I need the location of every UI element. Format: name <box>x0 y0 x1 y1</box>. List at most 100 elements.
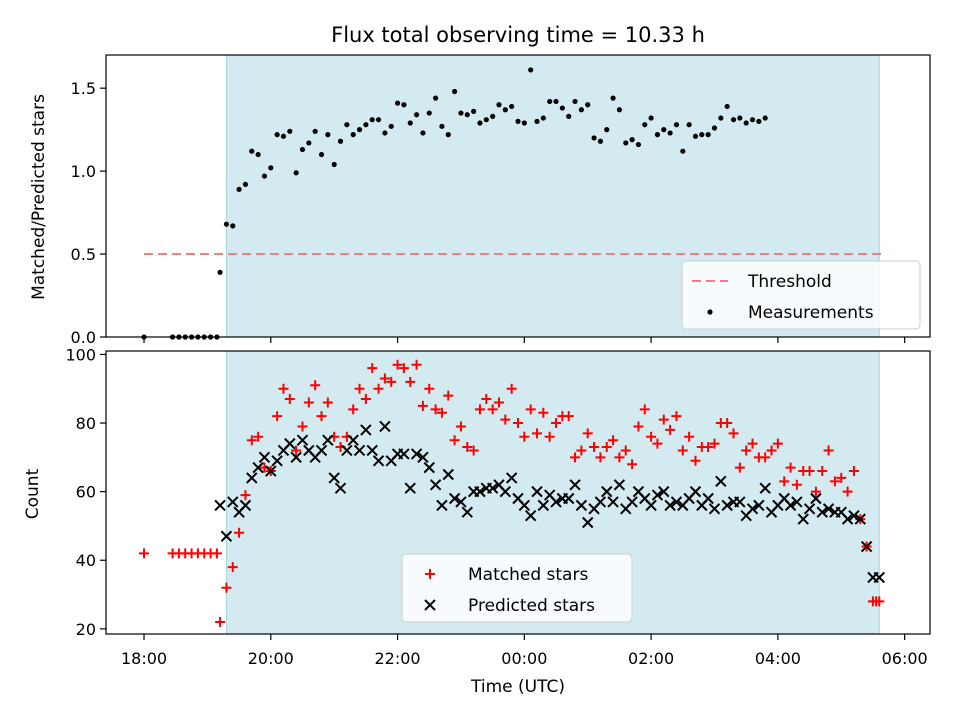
measurement-point <box>578 107 584 113</box>
measurement-point <box>547 98 553 105</box>
predicted-star-point <box>322 434 334 446</box>
measurement-point <box>724 103 730 110</box>
predicted-star-point <box>563 492 575 505</box>
matched-star-point <box>538 407 549 418</box>
matched-star-point <box>411 359 422 370</box>
matched-star-point <box>373 383 384 394</box>
predicted-star-point <box>239 499 252 512</box>
matched-star-point <box>722 418 733 429</box>
predicted-star-point <box>284 437 296 450</box>
predicted-star-point <box>582 516 594 529</box>
predicted-star-point <box>398 448 410 460</box>
measurement-point <box>318 151 325 158</box>
matched-star-point <box>810 486 821 497</box>
measurement-point <box>534 118 540 124</box>
legend-box <box>681 260 921 330</box>
predicted-star-point <box>360 424 372 436</box>
matched-star-point <box>627 459 638 470</box>
matched-star-point <box>424 383 435 394</box>
predicted-star-point <box>334 482 347 494</box>
matched-star-point <box>297 421 308 432</box>
predicted-star-point <box>524 509 537 522</box>
matched-star-point <box>272 411 283 422</box>
predicted-star-point <box>613 479 626 491</box>
predicted-star-point <box>246 472 258 484</box>
predicted-star-point <box>296 434 309 446</box>
predicted-star-point <box>537 499 550 512</box>
matched-star-point <box>519 431 530 442</box>
predicted-star-point <box>753 499 765 512</box>
matched-star-point <box>246 435 257 446</box>
measurement-point <box>711 125 718 131</box>
predicted-star-point <box>486 482 499 494</box>
matched-star-point <box>468 445 479 456</box>
predicted-star-point <box>854 513 866 525</box>
measurement-point <box>274 132 280 138</box>
predicted-star-point <box>651 489 664 501</box>
measurement-point <box>287 128 293 134</box>
measurement-point <box>452 88 458 95</box>
predicted-star-point <box>645 499 657 512</box>
measurement-point <box>540 115 546 121</box>
matched-star-point <box>449 435 460 446</box>
measurement-point <box>616 107 623 113</box>
measurement-point <box>344 122 350 128</box>
measurement-point <box>705 132 711 138</box>
legend-predicted-swatch <box>424 599 436 611</box>
matched-star-point <box>367 363 378 374</box>
measurement-point <box>407 120 413 126</box>
matched-star-point <box>747 438 758 449</box>
bottom-y-axis-label: Count <box>23 468 43 519</box>
matched-star-point <box>817 466 828 477</box>
predicted-star-point <box>689 485 702 498</box>
ratio-panel: 0.0 0.5 1.0 1.5 Threshold Measurements <box>71 54 931 347</box>
matched-star-point <box>436 407 447 418</box>
legend-label: Matched stars <box>468 565 588 585</box>
measurement-point <box>610 95 616 101</box>
matched-star-point <box>474 404 485 415</box>
matched-star-point <box>791 479 802 490</box>
predicted-star-point <box>702 492 714 505</box>
measurement-point <box>629 137 635 143</box>
measurement-point <box>306 140 312 146</box>
matched-star-point <box>848 466 859 477</box>
matched-star-point <box>278 383 289 394</box>
measurement-point <box>597 138 604 144</box>
matched-star-point <box>779 476 790 487</box>
predicted-star-point <box>873 571 885 584</box>
matched-star-point <box>582 428 593 439</box>
measurement-point <box>686 122 692 128</box>
measurement-point <box>654 132 661 138</box>
matched-star-point <box>316 411 327 422</box>
measurement-point <box>420 130 426 136</box>
matched-star-point <box>576 445 587 456</box>
measurement-point <box>680 148 686 154</box>
matched-star-point <box>417 400 428 411</box>
measurement-point <box>464 112 470 118</box>
predicted-star-point <box>410 448 423 460</box>
measurement-point <box>356 127 363 133</box>
legend-matched-swatch <box>425 569 435 579</box>
matched-star-point <box>760 452 771 463</box>
predicted-star-point <box>423 461 435 474</box>
matched-star-point <box>703 442 714 453</box>
measurement-point <box>280 133 287 139</box>
matched-star-point <box>500 414 511 425</box>
matched-star-point <box>690 455 701 466</box>
y-tick-label: 100 <box>65 345 96 364</box>
matched-star-point <box>310 380 321 391</box>
predicted-star-point <box>227 496 239 508</box>
matched-star-point <box>544 431 555 442</box>
predicted-star-point <box>258 451 271 464</box>
measurement-point <box>699 132 705 138</box>
predicted-star-point <box>797 513 809 525</box>
x-tick-label: 06:00 <box>882 649 928 668</box>
matched-star-point <box>639 404 650 415</box>
measurement-point <box>490 113 496 119</box>
predicted-star-point <box>594 496 607 508</box>
predicted-star-point <box>816 506 828 518</box>
measurement-point <box>426 110 432 116</box>
predicted-star-point <box>746 503 759 515</box>
measurement-point <box>502 107 508 113</box>
measurement-point <box>261 173 268 179</box>
